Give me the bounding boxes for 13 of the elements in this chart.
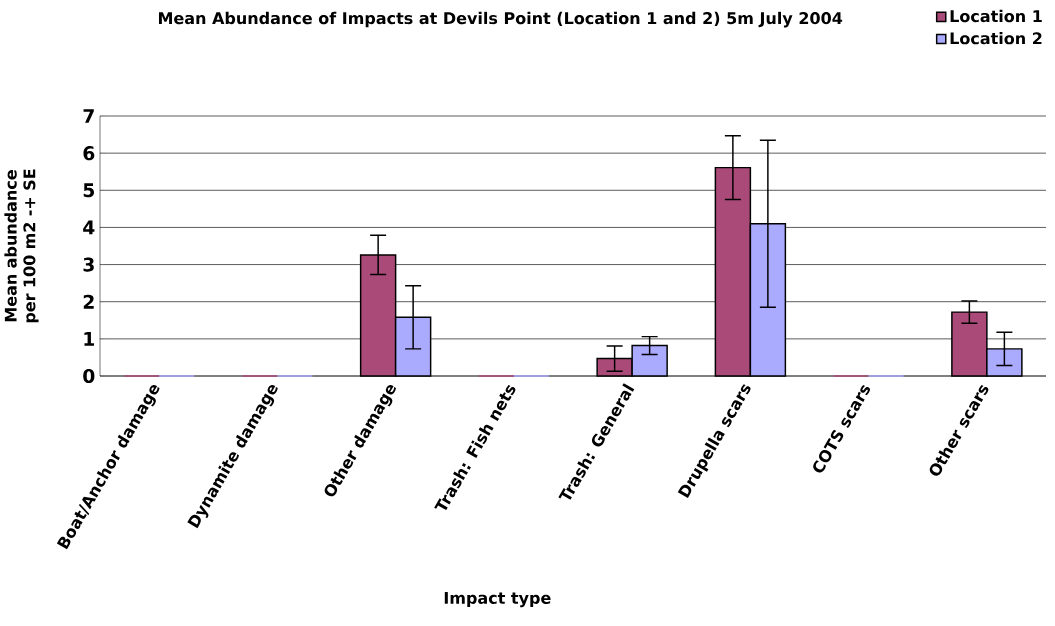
legend-label: Location 2 — [950, 31, 1042, 45]
y-tick-label: 5 — [83, 183, 94, 198]
legend-label: Location 1 — [950, 9, 1042, 23]
y-tick-label: 2 — [83, 294, 94, 309]
y-tick-label: 4 — [83, 220, 95, 235]
y-tick-label: 1 — [84, 332, 95, 346]
y-tick-label: 0 — [83, 368, 95, 384]
chart-title: Mean Abundance of Impacts at Devils Point (Location 1 and 2) 5m July 2004 — [158, 11, 843, 28]
x-axis-title: Impact type — [444, 592, 551, 608]
y-tick-label: 3 — [83, 257, 94, 272]
y-tick-label: 6 — [83, 146, 95, 161]
y-tick-label: 7 — [83, 109, 94, 123]
y-axis-title: Mean abundance per 100 m2 -+ SE — [4, 169, 39, 323]
